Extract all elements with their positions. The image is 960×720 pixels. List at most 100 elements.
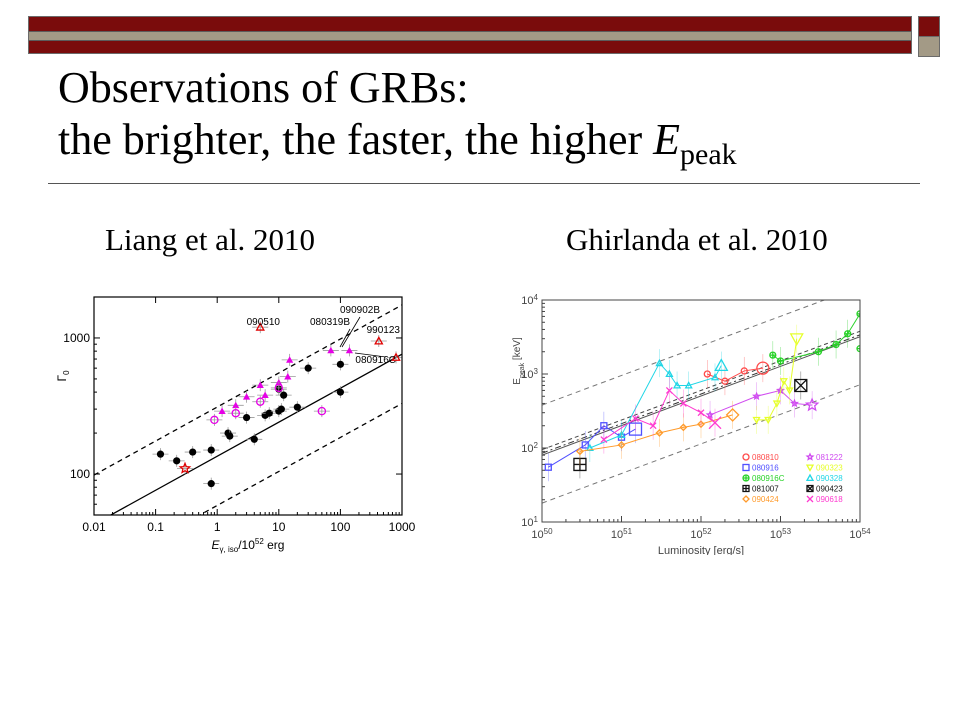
data-point [178,461,192,474]
data-point [725,407,740,422]
annotation-arrow [341,316,361,348]
data-point [255,322,265,331]
corner-square-bottom [918,36,940,57]
data-point [856,345,860,353]
data-point [226,432,234,440]
series-line [589,362,722,449]
x-axis-label-part: /10 [238,538,255,552]
legend-marker [742,484,750,493]
data-point [600,436,608,444]
data-point [697,409,705,417]
data-point [242,393,251,400]
title-divider [48,183,920,184]
x-tick-exp: 51 [623,527,632,536]
y-axis-label-main: E [512,378,523,385]
data-point [617,441,626,449]
x-tick-label: 0.01 [82,520,106,534]
y-tick-label: 1000 [63,331,90,345]
x-tick-label: 10 [272,520,286,534]
data-point [286,356,294,363]
bound-line [542,300,826,406]
data-point [277,405,285,413]
x-tick-base: 10 [531,529,543,541]
x-tick-base: 10 [849,529,861,541]
legend-marker [806,495,814,503]
data-point [250,435,258,443]
y-tick-base: 10 [521,369,533,381]
point-annotation: 090510 [247,317,281,328]
point-annotation: 990123 [367,325,401,336]
x-tick-label: 1051 [611,527,633,542]
data-point [265,409,273,417]
data-point [327,346,335,354]
plot-area [94,304,402,515]
data-point [232,401,240,409]
data-point [242,413,251,422]
data-point [256,397,265,406]
data-point [649,422,657,430]
data-point [581,441,589,449]
x-tick-exp: 52 [703,527,712,536]
y-tick-label: 103 [521,367,538,382]
data-point [391,352,401,361]
epeak-luminosity-chart: 1050 1051 1052 1053 1054101102103104Luminosi… [512,293,871,556]
x-axis-label-part: erg [264,538,285,552]
corner-square-top [918,16,940,37]
lorentz-factor-chart: 0.01 0.1 1 10 100 10001001000090510090902B080… [55,296,415,554]
bound-line [94,304,402,476]
data-point [576,447,584,456]
data-point [789,398,800,408]
data-point [374,336,384,345]
data-point [544,463,552,471]
title-line-1: Observations of GRBs: [58,63,469,112]
data-point [779,378,788,386]
data-point [210,415,219,425]
data-point [665,369,674,378]
data-point [261,391,269,399]
x-tick-base: 10 [770,529,782,541]
data-point [632,415,639,423]
y-tick-exp: 2 [534,441,539,450]
x-tick-label: 1050 [531,527,553,542]
legend: 080810 081222 080916 090323 080916C 090328 081… [742,452,843,504]
y-axis-label-main: Γ [55,375,69,382]
y-tick-exp: 3 [534,367,539,376]
data-point [752,416,761,425]
data-point [207,480,215,488]
x-tick-exp: 54 [862,527,871,536]
data-point [304,364,312,372]
x-axis-label: Luminosity [erg/s] [658,545,744,555]
data-point [752,391,761,401]
legend-label: 090328 [816,474,843,483]
legend-label: 090323 [816,464,843,473]
data-point [336,388,344,396]
legend-label: 081007 [752,485,779,494]
data-point [231,408,240,418]
legend-label: 080916C [752,474,785,483]
legend-label: 090618 [816,495,843,504]
data-point [679,399,687,407]
legend-marker [742,474,750,482]
y-tick-label: 101 [521,515,538,530]
fit-line-alt [542,330,860,451]
caption-right: Ghirlanda et al. 2010 [566,222,828,257]
title-variable: E [653,115,681,164]
data-point [769,351,777,359]
bound-line [198,402,402,515]
data-point [772,400,781,408]
x-tick-label: 1 [214,520,221,534]
x-axis-label: Eγ, iso/1052 erg [212,537,285,554]
x-tick-label: 1053 [770,527,792,542]
legend-marker [742,453,750,461]
point-annotation: 080916C [355,355,396,366]
y-axis-label-sub: peak [519,362,526,378]
data-point [832,340,840,349]
y-tick-exp: 1 [534,515,539,524]
data-point [776,357,785,365]
data-point [844,330,852,338]
x-tick-label: 1052 [690,527,712,542]
data-point [679,423,688,432]
x-tick-label: 1000 [389,520,415,534]
data-point [708,416,722,430]
data-point [284,373,292,380]
